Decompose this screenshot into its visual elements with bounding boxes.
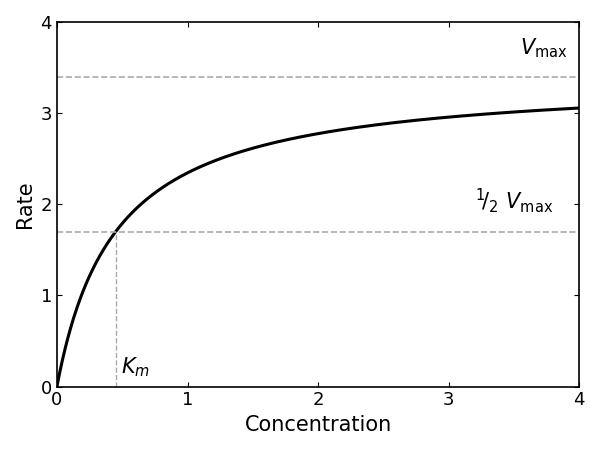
Text: $V_{\rm max}$: $V_{\rm max}$ [520, 37, 568, 60]
Text: $K_m$: $K_m$ [121, 356, 150, 379]
Y-axis label: Rate: Rate [15, 180, 35, 228]
X-axis label: Concentration: Concentration [244, 415, 392, 435]
Text: $^{1}\!/_{2}\ V_{\rm max}$: $^{1}\!/_{2}\ V_{\rm max}$ [475, 186, 553, 215]
